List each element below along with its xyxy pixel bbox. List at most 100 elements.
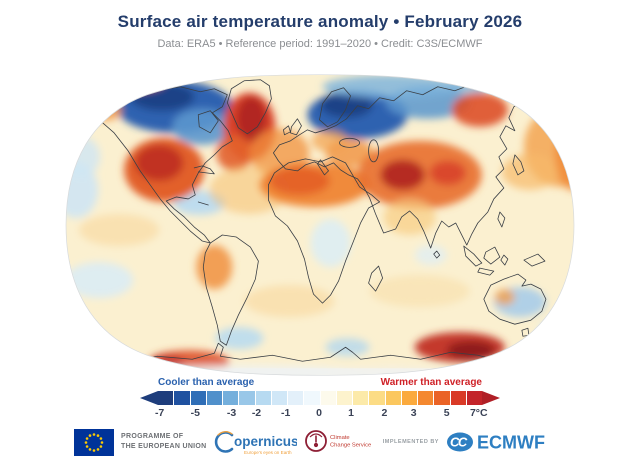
colorbar-segment xyxy=(353,391,369,405)
anomaly-blob xyxy=(446,341,495,360)
coastline-philippines xyxy=(497,211,506,228)
coastline-africa xyxy=(267,156,381,304)
anomaly-blob xyxy=(320,91,373,118)
anomaly-blob xyxy=(325,338,370,357)
anomaly-blob xyxy=(130,82,195,111)
coastline-greenland xyxy=(226,79,272,135)
c3s-label-line1: Climate xyxy=(330,435,350,441)
warmer-label: Warmer than average xyxy=(380,377,482,388)
colorbar-right-arrow-icon xyxy=(482,391,500,405)
anomaly-blob xyxy=(383,198,436,236)
coastline-australia xyxy=(483,273,547,325)
coastline-ireland xyxy=(283,125,291,136)
coastline-cuba xyxy=(197,201,209,206)
eu-programme-line2: THE EUROPEAN UNION xyxy=(121,443,207,450)
coastline-madagascar xyxy=(368,265,384,292)
ecmwf-logo-group: IMPLEMENTED BY CC ECMWF xyxy=(383,430,566,454)
colorbar-tick: 1 xyxy=(348,407,355,419)
anomaly-blob xyxy=(135,144,184,181)
colorbar-segment xyxy=(174,391,190,405)
ecmwf-mark-icon: CC xyxy=(450,435,468,450)
coastline-sri-lanka xyxy=(433,250,441,259)
eu-programme-logo: PROGRAMME OF THE EUROPEAN UNION xyxy=(74,428,207,456)
coastline-scandinavia xyxy=(319,87,351,128)
anomaly-blob xyxy=(369,275,470,308)
colorbar-tick: -5 xyxy=(190,407,200,419)
anomaly-blob xyxy=(532,88,574,117)
anomaly-blob xyxy=(196,245,233,290)
coastline-borneo xyxy=(483,246,501,265)
coastline-south-america xyxy=(202,234,259,346)
map-outline xyxy=(65,74,575,376)
colorbar-tick: -2 xyxy=(251,407,262,419)
colorbar-segment xyxy=(223,391,239,405)
colorbar-segment xyxy=(158,391,174,405)
colorbar-labels: Cooler than average Warmer than average xyxy=(158,377,482,388)
colorbar-segment xyxy=(369,391,385,405)
anomaly-blob xyxy=(310,218,351,268)
colorbar-segment xyxy=(418,391,434,405)
colorbar-segment xyxy=(206,391,222,405)
anomaly-blob xyxy=(451,92,508,127)
colorbar-segment xyxy=(336,391,352,405)
anomaly-blob xyxy=(494,289,515,306)
eu-programme-label: PROGRAMME OF THE EUROPEAN UNION xyxy=(121,432,207,452)
page-title: Surface air temperature anomaly • Februa… xyxy=(117,12,523,31)
anomaly-blob xyxy=(501,153,558,190)
coastline-new-zealand xyxy=(566,315,574,337)
coastline-italy xyxy=(317,159,329,176)
colorbar xyxy=(140,391,500,405)
eu-flag-icon xyxy=(74,428,114,456)
anomaly-blob xyxy=(269,166,330,195)
coastline-sulawesi xyxy=(500,254,509,266)
anomaly-blob xyxy=(447,78,488,95)
colorbar-tick: 3 xyxy=(410,407,417,419)
anomaly-blob xyxy=(79,213,160,247)
ecmwf-wordmark: ECMWF xyxy=(477,433,545,453)
copernicus-tagline: Europe's eyes on Earth xyxy=(244,450,292,455)
anomaly-blob xyxy=(216,134,253,171)
anomaly-blob xyxy=(537,318,574,343)
implemented-by-label: IMPLEMENTED BY xyxy=(382,439,439,445)
colorbar-segment xyxy=(288,391,304,405)
cooler-label: Cooler than average xyxy=(158,377,255,388)
page-subtitle: Data: ERA5 • Reference period: 1991–2020… xyxy=(157,38,483,50)
coastline-great-lakes xyxy=(193,165,215,175)
colorbar-segment xyxy=(304,391,320,405)
anomaly-blob xyxy=(236,96,267,141)
colorbar-segment xyxy=(450,391,466,405)
coastline-java xyxy=(477,267,495,276)
coastlines xyxy=(81,79,574,367)
anomaly-blob xyxy=(66,136,101,177)
coastline-sumatra xyxy=(463,245,483,267)
coastline-new-guinea xyxy=(523,253,546,267)
anomaly-blob xyxy=(414,245,447,266)
colorbar-left-arrow-icon xyxy=(140,391,158,405)
colorbar-tick: 5 xyxy=(443,407,450,419)
anomaly-blob xyxy=(215,327,264,350)
colorbar-tick: 0 xyxy=(316,407,322,419)
colorbar-segment xyxy=(466,391,482,405)
colorbar-tick: -1 xyxy=(280,407,291,419)
anomaly-blob xyxy=(74,74,165,93)
c3s-label-line2: Change Service xyxy=(330,443,371,449)
copernicus-logo: opernicus Europe's eyes on Earth xyxy=(214,431,297,455)
colorbar-tick: 2 xyxy=(381,407,388,419)
colorbar-ticks: -7 -5 -3 -2 -1 0 1 2 3 5 7°C xyxy=(155,407,488,419)
coastline-caspian-sea xyxy=(368,139,380,163)
anomaly-blob xyxy=(380,159,425,190)
colorbar-segment xyxy=(190,391,206,405)
eu-programme-line1: PROGRAMME OF xyxy=(121,432,184,440)
coastline-north-america xyxy=(81,86,233,244)
colorbar-segment xyxy=(255,391,271,405)
coastline-japan xyxy=(512,154,525,176)
coastline-eurasia xyxy=(273,84,525,249)
colorbar-segment xyxy=(385,391,401,405)
world-anomaly-map xyxy=(65,74,575,376)
anomaly-blob xyxy=(311,129,348,152)
colorbar-scale xyxy=(158,391,482,405)
colorbar-segment xyxy=(271,391,287,405)
colorbar-tick: 7°C xyxy=(469,407,488,419)
anomaly-blob xyxy=(148,355,185,372)
